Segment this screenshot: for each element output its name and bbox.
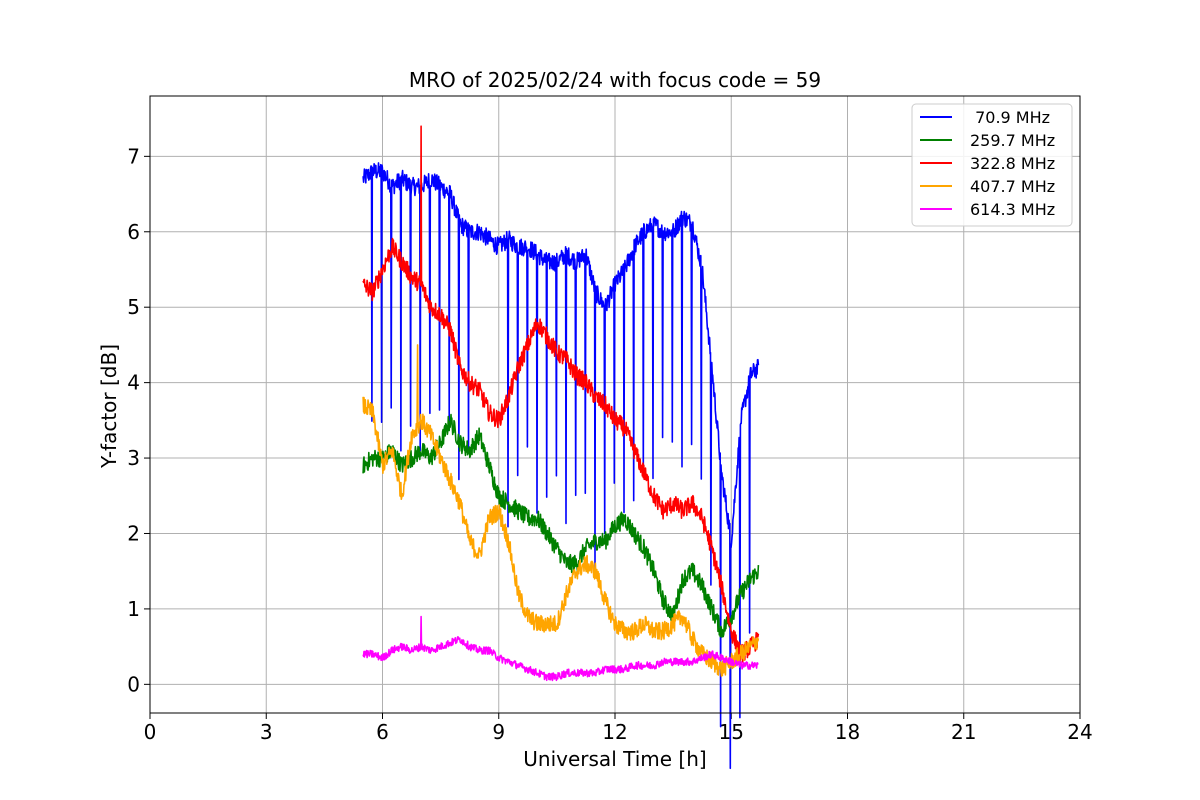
x-tick-label: 24: [1067, 720, 1092, 744]
y-tick-label: 3: [127, 446, 140, 470]
legend-label: 407.7 MHz: [970, 177, 1055, 196]
x-tick-label: 21: [951, 720, 976, 744]
series-line: [362, 125, 760, 663]
y-tick-label: 6: [127, 220, 140, 244]
chart-title: MRO of 2025/02/24 with focus code = 59: [409, 68, 821, 92]
legend: 70.9 MHz 259.7 MHz 322.8 MHz 407.7 MHz 614.3…: [911, 103, 1073, 227]
series-line: [362, 413, 760, 638]
series-line: [362, 344, 760, 677]
y-tick-label: 4: [127, 371, 140, 395]
legend-label: 614.3 MHz: [970, 200, 1055, 219]
series-group: [362, 125, 760, 770]
legend-label: 70.9 MHz: [970, 108, 1050, 127]
y-tick-label: 2: [127, 521, 140, 545]
x-tick-label: 0: [144, 720, 157, 744]
x-tick-label: 18: [835, 720, 860, 744]
y-tick-label: 0: [127, 672, 140, 696]
x-tick-label: 6: [376, 720, 389, 744]
legend-label: 259.7 MHz: [970, 131, 1055, 150]
y-tick-label: 1: [127, 597, 140, 621]
plot-frame: [149, 95, 1081, 714]
y-tick-label: 7: [127, 144, 140, 168]
legend-box: [911, 103, 1073, 227]
series-line: [362, 615, 759, 682]
x-tick-label: 12: [602, 720, 627, 744]
x-tick-label: 9: [492, 720, 505, 744]
series-line: [362, 162, 760, 770]
x-tick-label: 15: [719, 720, 744, 744]
legend-label: 322.8 MHz: [970, 154, 1055, 173]
x-tick-label: 3: [260, 720, 273, 744]
y-tick-label: 5: [127, 295, 140, 319]
y-axis-label: Y-factor [dB]: [97, 344, 121, 469]
x-axis-label: Universal Time [h]: [523, 747, 706, 771]
